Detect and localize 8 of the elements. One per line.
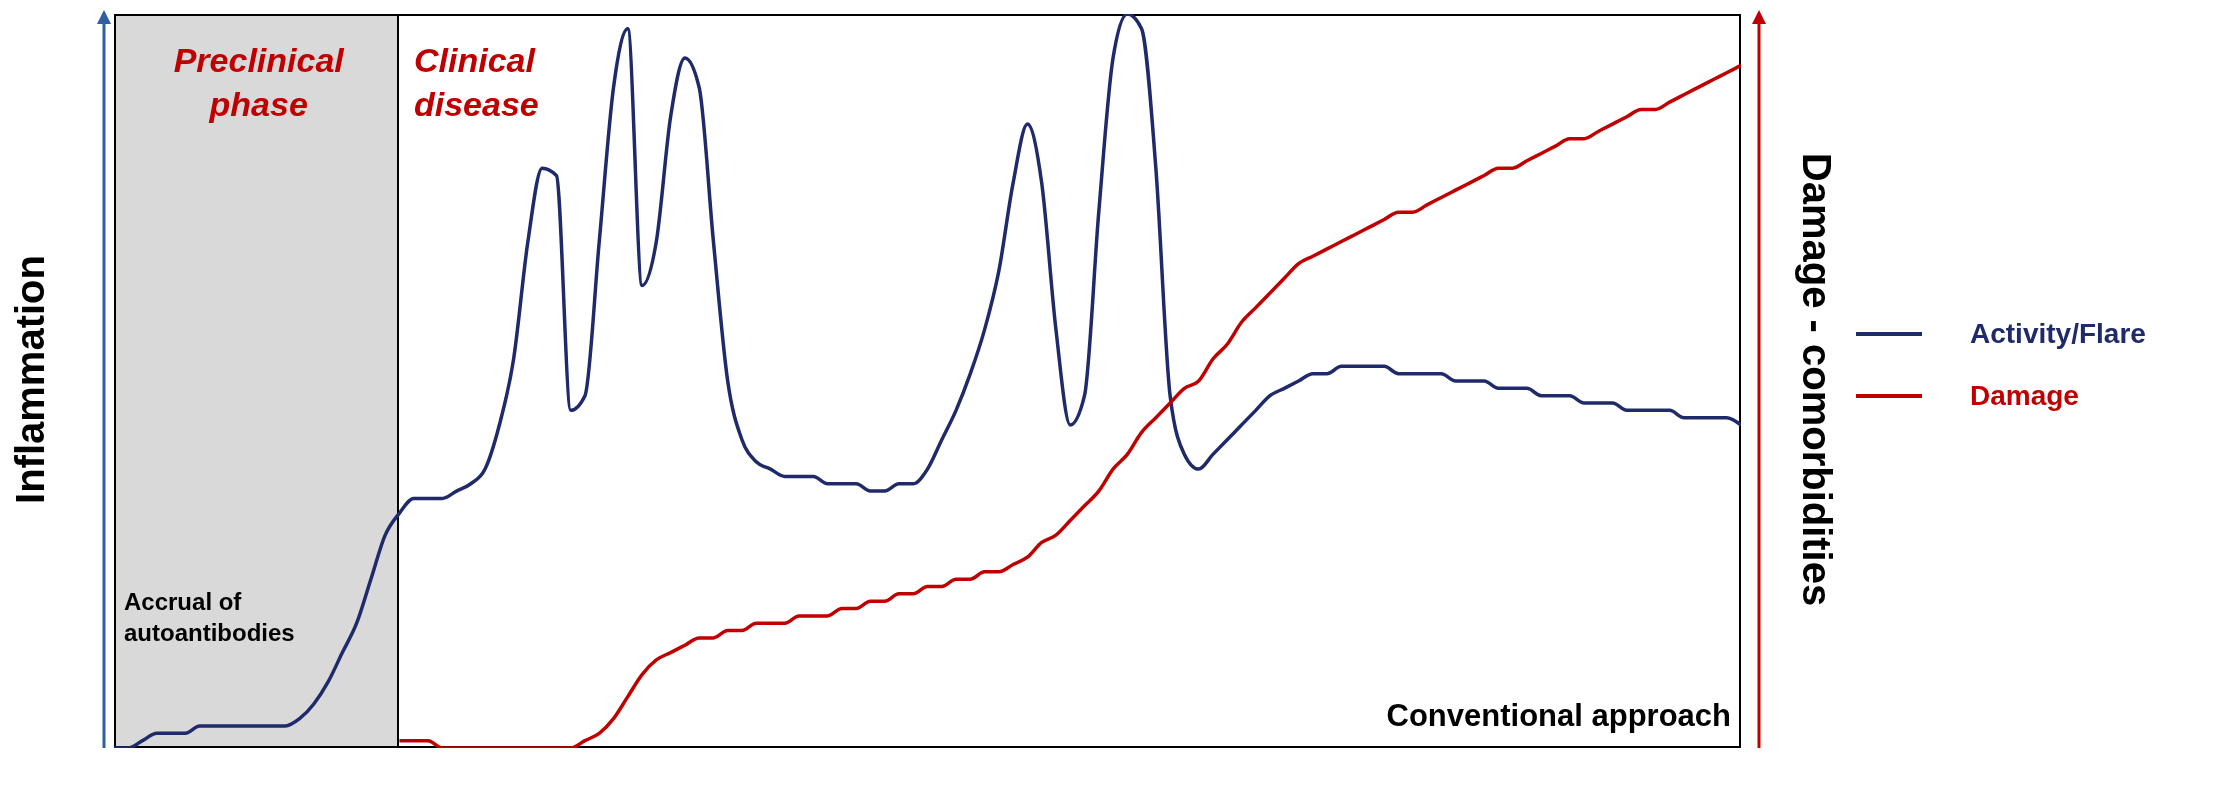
annotation: Conventional approach [1385,697,1731,735]
legend-label: Activity/Flare [1970,318,2146,350]
annotation: Preclinical phase [172,40,346,126]
annotation: Accrual of autoantibodies [124,587,296,649]
y-axis-title: Inflammation [7,254,53,506]
y2-axis-title: Damage - comorbidities [1793,151,1839,609]
annotation: Clinical disease [414,40,540,126]
legend-label: Damage [1970,380,2079,412]
